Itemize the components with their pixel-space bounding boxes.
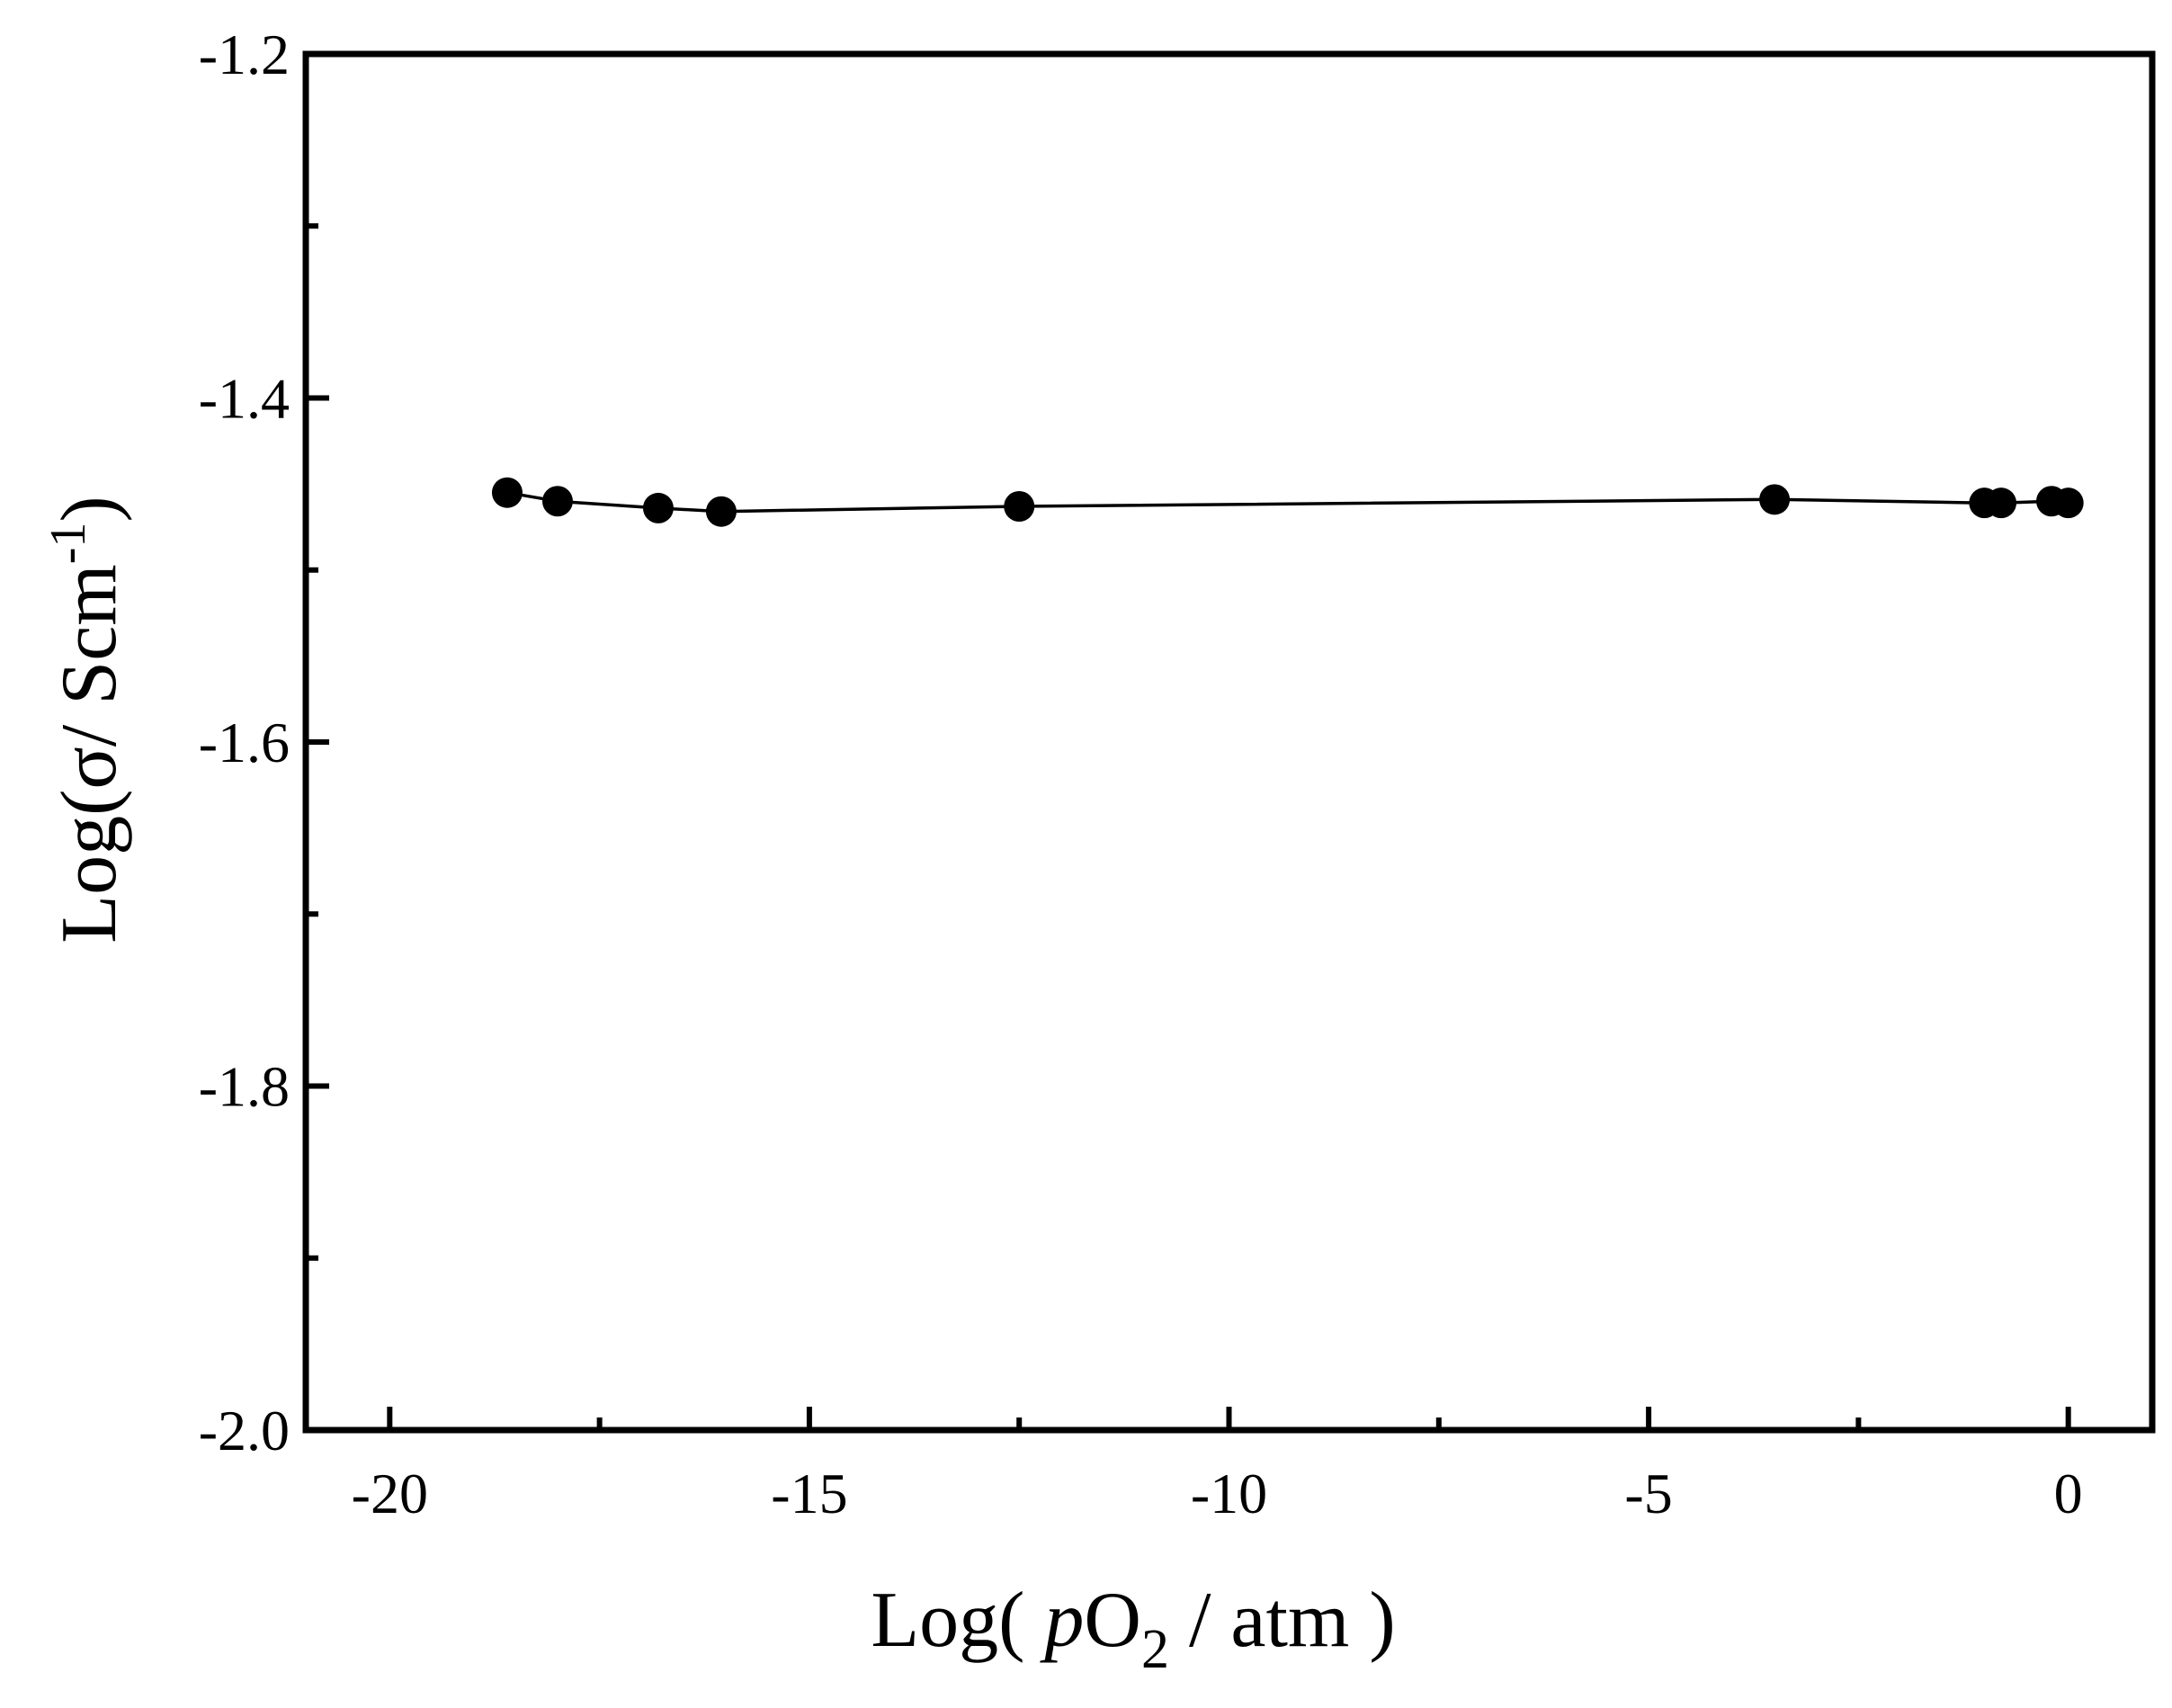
series-layer: [491, 477, 2084, 527]
data-point: [491, 477, 523, 508]
y-tick-label: -2.0: [199, 1399, 290, 1462]
x-tick-label: 0: [2054, 1462, 2083, 1525]
plot-border: [302, 50, 2156, 1434]
x-axis: -20 -15 -10 -5 0: [352, 1407, 2083, 1525]
x-tick-label: -20: [352, 1462, 428, 1525]
data-point: [2052, 487, 2084, 519]
data-point: [1004, 490, 1035, 522]
y-tick-label: -1.4: [199, 367, 290, 431]
data-point: [1986, 487, 2017, 519]
x-tick-label: -10: [1191, 1462, 1267, 1525]
y-axis-label: Log(σ/ Scm-1): [40, 496, 133, 943]
series-line: [506, 490, 2069, 514]
x-tick-label: -15: [771, 1462, 847, 1525]
plot-frame: [302, 50, 2156, 1434]
data-point: [541, 486, 573, 517]
y-tick-label: -1.8: [199, 1055, 290, 1119]
y-tick-label: -1.2: [199, 22, 290, 86]
data-point: [642, 492, 674, 523]
x-tick-label: -5: [1624, 1462, 1672, 1525]
data-point: [705, 496, 737, 527]
y-tick-label: -1.6: [199, 711, 290, 774]
data-point: [1759, 484, 1791, 515]
x-axis-label: Log( pO2 / atm ): [871, 1577, 1395, 1680]
y-axis: -2.0 -1.8 -1.6 -1.4 -1.2: [199, 22, 329, 1462]
